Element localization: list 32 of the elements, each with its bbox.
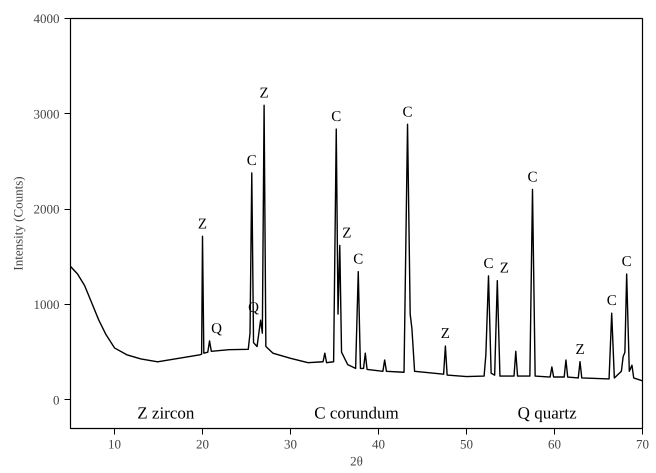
annotation: C [402,104,413,120]
annotation: C corundum [314,404,399,422]
annotation: Z [342,225,352,242]
annotation: Z [260,85,269,102]
annotation: Q quartz [518,404,578,422]
x-tick-label: 40 [372,436,385,452]
annotation: C [246,152,257,169]
y-tick-label: 4000 [34,11,60,26]
annotation: Z [440,326,450,342]
x-tick-label: 20 [196,436,209,452]
annotation: C [484,256,494,272]
annotation: C [622,254,632,270]
annotation: Q [211,320,222,337]
annotation: Z zircon [137,404,195,422]
y-tick-label: 1000 [34,297,60,312]
x-tick-label: 50 [460,436,473,452]
y-tick-label: 0 [53,392,60,408]
annotation: C [331,109,342,126]
annotation: Z [500,260,509,277]
y-tick-label: 3000 [34,106,60,122]
annotation: C [353,252,364,268]
x-tick-label: 10 [108,436,121,452]
y-tick-label: 2000 [34,202,60,217]
x-axis-title: 2θ [350,454,363,468]
annotation: Z [198,216,208,232]
x-tick-label: 30 [284,436,297,452]
x-tick-label: 60 [548,436,561,452]
x-tick-label: 70 [636,436,649,452]
annotation: C [606,293,617,310]
annotation: C [528,169,538,186]
y-axis-title: Intensity (Counts) [10,176,26,271]
annotation: Z [575,342,585,358]
